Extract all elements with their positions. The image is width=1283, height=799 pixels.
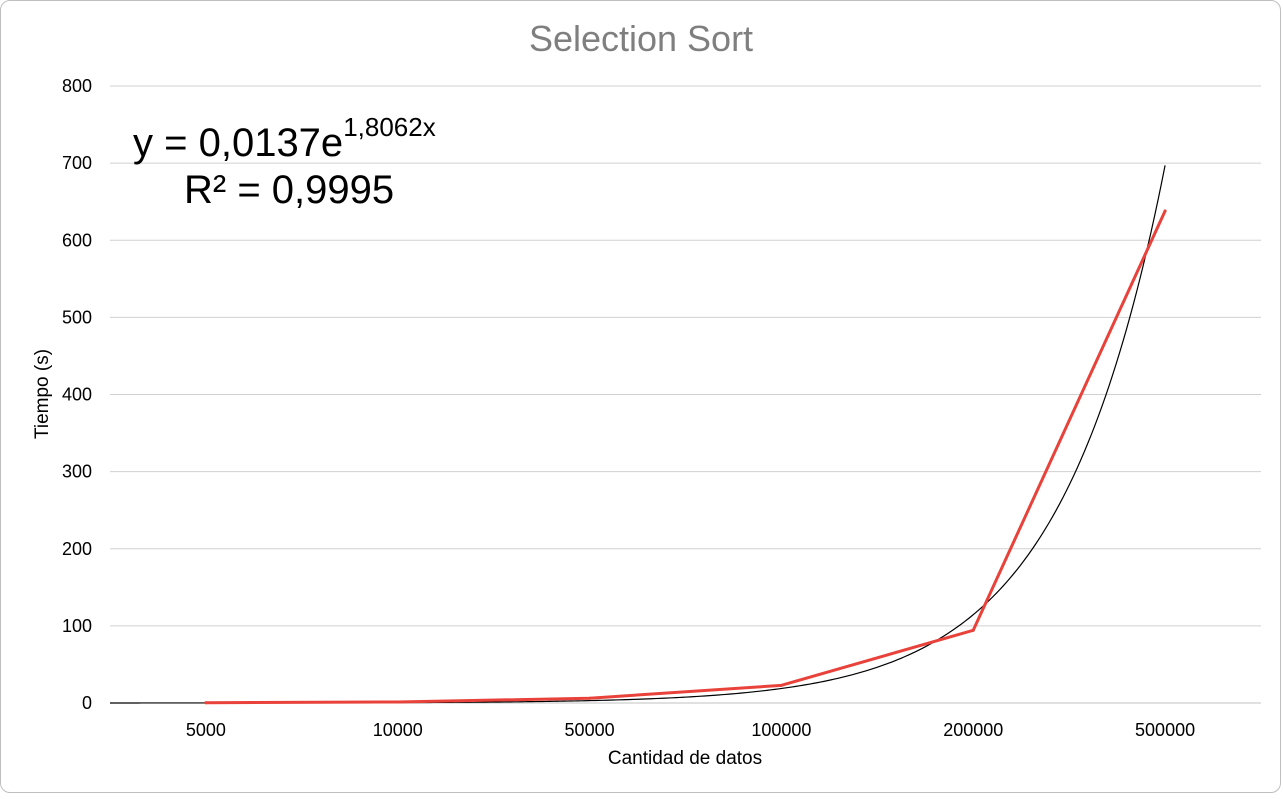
trendline-equation-exponent: 1,8062x bbox=[343, 112, 436, 142]
x-tick-label: 100000 bbox=[751, 720, 811, 740]
x-tick-label: 500000 bbox=[1135, 720, 1195, 740]
trendline-equation-main: y = 0,0137e bbox=[133, 121, 343, 165]
y-tick-label: 700 bbox=[62, 153, 92, 173]
y-tick-label: 400 bbox=[62, 385, 92, 405]
x-tick-label: 5000 bbox=[186, 720, 226, 740]
y-tick-labels: 0 100 200 300 400 500 600 700 800 bbox=[62, 76, 92, 713]
trendline bbox=[110, 165, 1166, 704]
data-point bbox=[204, 701, 208, 705]
y-tick-label: 600 bbox=[62, 230, 92, 250]
chart-title: Selection Sort bbox=[529, 18, 753, 59]
y-tick-label: 500 bbox=[62, 307, 92, 327]
grid-layer bbox=[110, 85, 1261, 704]
series-layer bbox=[204, 209, 1167, 705]
data-point bbox=[971, 628, 975, 632]
x-tick-labels: 5000 10000 50000 100000 200000 500000 bbox=[186, 720, 1195, 740]
data-point bbox=[396, 700, 400, 704]
trendline-equation: y = 0,0137e1,8062x bbox=[133, 112, 436, 165]
x-tick-label: 10000 bbox=[373, 720, 423, 740]
y-tick-label: 300 bbox=[62, 462, 92, 482]
trendline-layer bbox=[110, 165, 1166, 704]
data-point bbox=[588, 696, 592, 700]
x-tick-label: 200000 bbox=[943, 720, 1003, 740]
y-axis-label: Tiempo (s) bbox=[32, 349, 53, 439]
trendline-r2: R² = 0,9995 bbox=[184, 168, 394, 212]
y-tick-label: 100 bbox=[62, 616, 92, 636]
series-line bbox=[204, 209, 1167, 705]
data-point bbox=[1163, 209, 1167, 213]
y-tick-label: 0 bbox=[82, 693, 92, 713]
x-axis-label: Cantidad de datos bbox=[608, 748, 762, 769]
data-point bbox=[779, 683, 783, 687]
x-tick-label: 50000 bbox=[565, 720, 615, 740]
y-tick-label: 800 bbox=[62, 76, 92, 96]
y-tick-label: 200 bbox=[62, 539, 92, 559]
